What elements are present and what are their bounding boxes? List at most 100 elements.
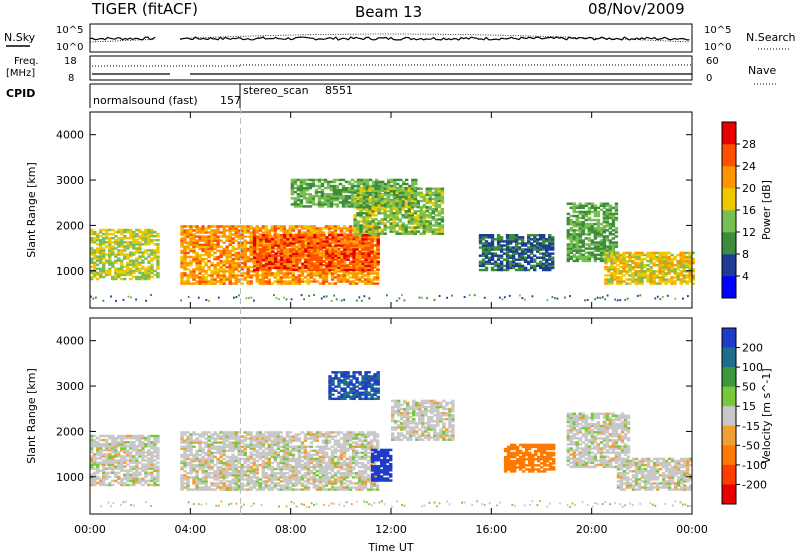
power-cell [192,229,196,232]
power-cell [376,248,380,251]
velocity-cell [147,443,151,446]
power-cell [279,227,284,230]
power-cell [252,274,256,277]
power-cell [249,225,253,228]
power-cell [384,182,388,186]
velocity-cell [132,461,136,464]
power-cell [634,255,638,259]
power-cell [298,254,302,257]
power-cell [144,251,148,254]
power-cell [141,251,145,254]
power-cell [437,197,442,201]
power-cell [639,294,642,297]
power-cell [318,231,323,234]
power-cell [685,259,689,263]
power-cell [351,270,356,273]
power-cell [264,249,269,253]
power-cell [542,268,546,272]
power-cell [539,262,543,266]
power-cell [376,246,380,249]
power-cell [602,249,607,252]
power-cell [514,244,519,247]
velocity-cell [96,461,100,464]
power-cell [542,246,546,249]
power-cell [309,231,314,234]
power-cell [129,232,133,236]
power-cell [376,262,380,266]
power-cell [410,214,415,217]
power-cell [150,271,154,275]
power-cell [340,268,344,272]
power-cell [575,222,580,226]
power-cell [416,201,421,205]
power-cell [310,236,314,239]
power-cell [310,252,314,255]
velocity-cell [147,453,151,456]
power-cell [105,273,109,277]
freq-tick-top: 18 [64,56,77,67]
power-cell [389,189,393,193]
power-cell [554,297,556,300]
power-cell [434,197,439,201]
power-cell [364,254,368,257]
power-cell [274,266,278,270]
velocity-cell [102,475,106,479]
power-cell [225,247,229,251]
power-cell [398,187,402,190]
power-cell [135,241,139,244]
velocity-cell [93,441,97,444]
power-cell [285,274,290,277]
power-cell [362,205,366,209]
power-cell [355,262,359,266]
power-cell [195,274,199,277]
power-cell [259,240,263,243]
velocity-cell [99,451,103,454]
power-cell [434,222,439,225]
power-cell [410,191,415,195]
power-cell [117,245,121,248]
power-cell [321,227,326,230]
power-cell [358,240,362,243]
power-cell [195,261,199,265]
power-cell [305,201,310,204]
power-cell [419,232,424,235]
power-cell [667,266,671,269]
power-cell [440,189,445,193]
power-cell [249,276,253,279]
power-colorbar-segment [722,210,736,233]
power-cell [407,232,412,235]
power-cell [434,208,439,211]
power-cell [296,178,301,182]
velocity-cell [135,457,139,460]
power-cell [664,268,668,271]
power-cell [364,234,368,237]
power-cell [360,276,365,279]
power-cell [358,268,362,272]
power-cell [599,257,604,261]
power-cell [575,251,580,254]
power-cell [356,222,360,225]
power-cell [340,264,344,268]
power-cell [246,225,250,228]
power-cell [383,232,387,235]
power-cell [299,184,304,188]
power-cell [330,278,335,281]
velocity-cell [108,455,112,458]
power-cell [511,266,516,270]
velocity-cell [144,469,148,472]
power-cell [183,282,187,285]
power-cell [370,268,374,272]
power-cell [277,268,281,272]
power-cell [340,240,344,243]
power-cell [292,238,296,241]
velocity-cell [126,436,130,440]
power-cell [111,265,115,269]
power-cell [508,262,513,266]
power-cell [259,258,263,261]
power-cell [646,278,650,281]
velocity-cell [96,465,100,468]
power-cell [348,227,353,230]
power-cell [102,239,106,242]
